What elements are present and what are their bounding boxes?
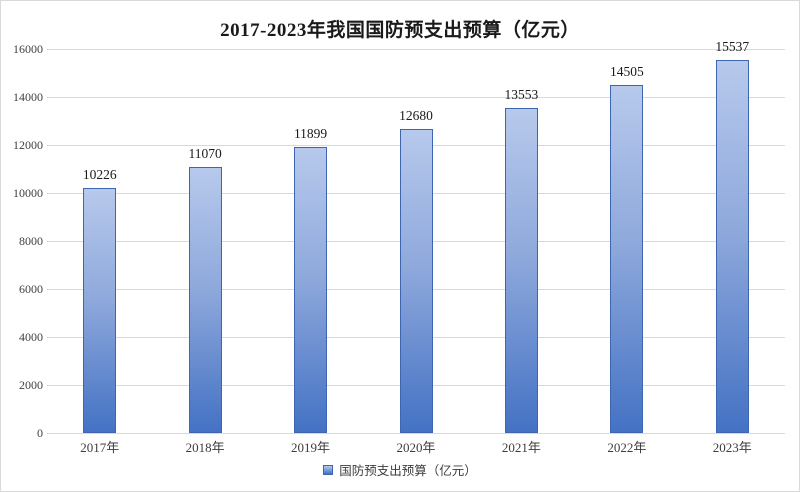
chart-title: 2017-2023年我国国防预支出预算（亿元）	[220, 20, 580, 41]
x-axis-tick-label: 2021年	[501, 440, 541, 455]
legend-marker-icon	[323, 464, 334, 475]
bar-value-label: 14505	[609, 63, 644, 79]
y-axis-tick-label: 12000	[13, 138, 43, 152]
x-axis-tick-label: 2017年	[80, 440, 120, 455]
bar	[610, 84, 644, 433]
gridline	[47, 48, 785, 50]
legend: 国防预支出预算（亿元）	[1, 460, 799, 479]
bar-value-label: 11070	[188, 146, 222, 162]
x-axis-tick-label: 2018年	[185, 440, 225, 455]
y-axis-tick-label: 10000	[13, 186, 43, 200]
bar-value-label: 15537	[715, 39, 750, 55]
y-axis-tick-label: 2000	[19, 378, 43, 392]
bar	[504, 107, 538, 433]
y-axis-tick-label: 16000	[13, 42, 43, 56]
y-axis-tick-label: 0	[37, 426, 43, 440]
bar-value-label: 12680	[399, 107, 433, 123]
bar-value-label: 13553	[504, 86, 539, 102]
y-axis-tick-label: 8000	[19, 234, 43, 248]
gridline	[47, 96, 785, 98]
legend-label: 国防预支出预算（亿元）	[339, 464, 477, 478]
bar-value-label: 11899	[293, 126, 328, 142]
bar	[188, 167, 222, 433]
y-axis-tick-label: 4000	[19, 330, 43, 344]
y-axis-tick-label: 6000	[19, 282, 43, 296]
x-axis-tick-label: 2022年	[607, 440, 647, 455]
bar	[83, 187, 117, 433]
gridline	[47, 432, 785, 434]
bar	[715, 60, 749, 433]
bar-value-label: 10226	[82, 166, 117, 182]
x-axis-tick-label: 2019年	[291, 440, 331, 455]
bar	[399, 128, 433, 433]
bar	[294, 147, 328, 433]
x-axis-tick-label: 2020年	[396, 440, 436, 455]
x-axis-tick-label: 2023年	[712, 440, 752, 455]
y-axis-tick-label: 14000	[13, 90, 43, 104]
